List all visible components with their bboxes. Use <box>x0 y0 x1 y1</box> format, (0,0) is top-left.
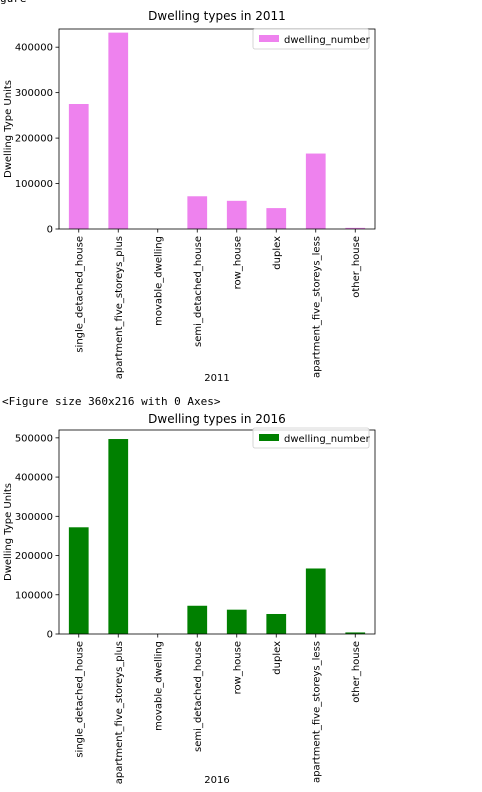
x-tick-label-apartment_five_storeys_less: apartment_five_storeys_less <box>311 236 322 378</box>
y-tick-label: 400000 <box>15 473 53 484</box>
plot-area: Dwelling types in 2016 0 100000 200000 30000… <box>3 412 375 786</box>
y-tick-label: 300000 <box>15 512 53 523</box>
bar-single_detached_house <box>69 104 89 229</box>
bar-apartment_five_storeys_less <box>306 568 326 634</box>
bar-apartment_five_storeys_plus <box>108 439 128 634</box>
axes-frame <box>59 29 375 229</box>
x-tick-label-single_detached_house: single_detached_house <box>74 641 85 758</box>
y-tick-label: 200000 <box>15 551 53 562</box>
bar-apartment_five_storeys_less <box>306 154 326 229</box>
y-axis-label: Dwelling Type Units <box>3 80 14 178</box>
x-tick-label-semi_detached_house: semi_detached_house <box>193 641 204 752</box>
x-tick-label-row_house: row_house <box>232 236 243 289</box>
y-tick-label: 0 <box>47 225 53 236</box>
plot-area: Dwelling types in 2011 0 100000 200000 30000… <box>3 9 375 384</box>
bar-single_detached_house <box>69 527 89 634</box>
y-tick-label: 100000 <box>15 590 53 601</box>
y-tick-label: 300000 <box>15 88 53 99</box>
x-tick-label-semi_detached_house: semi_detached_house <box>193 236 204 347</box>
chart-title: Dwelling types in 2011 <box>148 9 286 23</box>
y-tick-label: 500000 <box>15 433 53 444</box>
legend-label: dwelling_number <box>284 434 371 445</box>
axes-frame <box>59 430 375 634</box>
chart-title: Dwelling types in 2016 <box>148 412 286 426</box>
x-tick-label-other_house: other_house <box>351 236 362 298</box>
x-tick-label-apartment_five_storeys_less: apartment_five_storeys_less <box>311 641 322 783</box>
x-tick-label-row_house: row_house <box>232 641 243 694</box>
bar-duplex <box>266 614 286 634</box>
x-tick-label-apartment_five_storeys_plus: apartment_five_storeys_plus <box>114 236 125 379</box>
legend-label: dwelling_number <box>284 35 371 46</box>
bar-row_house <box>227 610 247 634</box>
y-tick-label: 0 <box>47 630 53 641</box>
bar-apartment_five_storeys_plus <box>108 33 128 229</box>
x-axis-label: 2016 <box>204 775 229 786</box>
bar-duplex <box>266 208 286 229</box>
y-tick-label: 400000 <box>15 43 53 54</box>
chart-2016: Dwelling types in 2016 0 100000 200000 30000… <box>0 402 482 792</box>
chart-2011: Dwelling types in 2011 0 100000 200000 30000… <box>0 0 482 390</box>
x-tick-label-duplex: duplex <box>272 641 283 675</box>
bar-semi_detached_house <box>187 606 207 634</box>
legend-swatch <box>259 35 279 42</box>
x-tick-label-apartment_five_storeys_plus: apartment_five_storeys_plus <box>114 641 125 784</box>
y-tick-label: 200000 <box>15 134 53 145</box>
x-tick-label-movable_dwelling: movable_dwelling <box>153 641 164 731</box>
y-axis-label: Dwelling Type Units <box>3 483 14 581</box>
x-axis-label: 2011 <box>204 373 229 384</box>
bar-semi_detached_house <box>187 196 207 229</box>
legend-swatch <box>259 434 279 441</box>
y-tick-label: 100000 <box>15 179 53 190</box>
bar-row_house <box>227 201 247 229</box>
x-tick-label-duplex: duplex <box>272 236 283 270</box>
x-tick-label-single_detached_house: single_detached_house <box>74 236 85 353</box>
x-tick-label-movable_dwelling: movable_dwelling <box>153 236 164 326</box>
x-tick-label-other_house: other_house <box>351 641 362 703</box>
